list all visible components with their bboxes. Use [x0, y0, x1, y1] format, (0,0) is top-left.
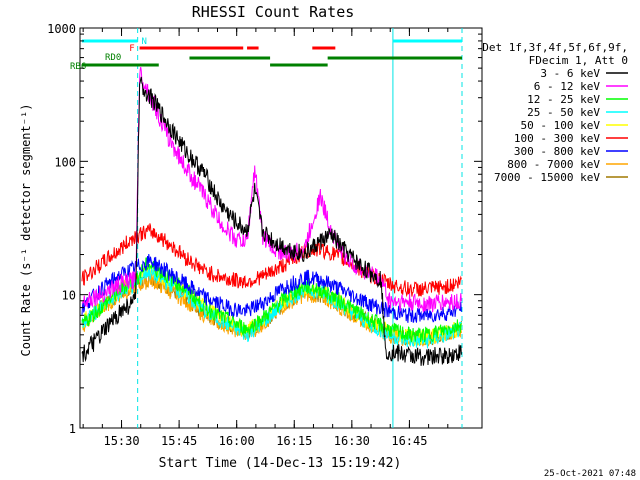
y-tick-label-2: 100	[54, 155, 76, 169]
plot-frame	[79, 27, 483, 429]
chart-title: RHESSI Count Rates	[192, 3, 355, 21]
f-label: F	[129, 44, 134, 54]
y-tick-label-3: 1000	[47, 22, 76, 36]
legend-label-4: 50 - 100 keV	[521, 119, 601, 132]
legend-label-1: 6 - 12 keV	[534, 80, 601, 93]
axes-frame	[79, 27, 483, 429]
legend-header-1: FDecim 1, Att 0	[529, 54, 628, 67]
legend-label-6: 300 - 800 keV	[514, 145, 600, 158]
x-tick-label-1: 15:45	[161, 434, 197, 448]
legend-label-5: 100 - 300 keV	[514, 132, 600, 145]
series-line-5	[81, 223, 462, 298]
series-line-0	[81, 76, 462, 366]
legend-label-8: 7000 - 15000 keV	[494, 171, 600, 184]
series-line-6	[81, 253, 462, 323]
legend: Det 1f,3f,4f,5f,6f,9f,FDecim 1, Att 03 -…	[482, 41, 628, 184]
x-tick-label-0: 15:30	[103, 434, 139, 448]
axis-ticks: 15:30 15:45 16:00 16:15 16:30 16:45 1 10 100 1000	[47, 22, 482, 448]
x-tick-label-2: 16:00	[219, 434, 255, 448]
x-tick-label-5: 16:45	[391, 434, 427, 448]
x-tick-label-3: 16:15	[276, 434, 312, 448]
x-tick-label-4: 16:30	[334, 434, 370, 448]
n-label: N	[141, 37, 146, 47]
series-line-3	[81, 265, 462, 349]
legend-label-0: 3 - 6 keV	[540, 67, 600, 80]
footer-date: 25-Oct-2021 07:48	[544, 469, 636, 479]
legend-header-0: Det 1f,3f,4f,5f,6f,9f,	[482, 41, 628, 54]
y-axis-label: Count Rate (s⁻¹ detector segment⁻¹)	[19, 104, 33, 357]
legend-label-3: 25 - 50 keV	[527, 106, 600, 119]
legend-label-2: 12 - 25 keV	[527, 93, 600, 106]
y-tick-label-0: 1	[69, 422, 76, 436]
rb6-label: RB6	[70, 62, 86, 72]
series-lines	[81, 66, 462, 366]
rd0-label: RD0	[105, 53, 121, 63]
legend-label-7: 800 - 7000 keV	[507, 158, 600, 171]
annotation-bars: NF RD0 RB6	[70, 28, 463, 428]
y-tick-label-1: 10	[62, 289, 76, 303]
x-axis-label: Start Time (14-Dec-13 15:19:42)	[159, 456, 402, 471]
